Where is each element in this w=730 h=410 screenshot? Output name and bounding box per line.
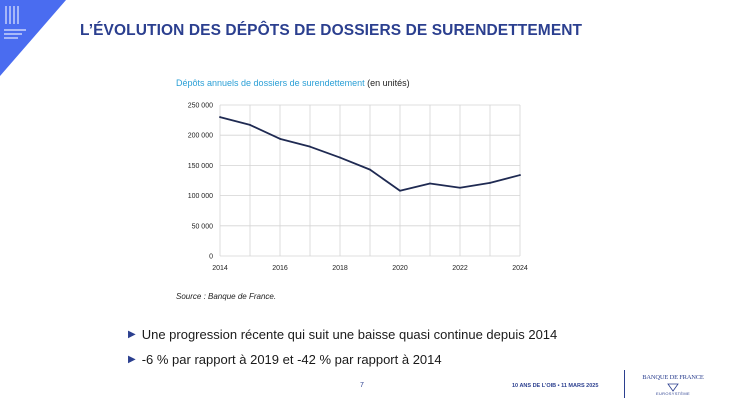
data-point xyxy=(519,174,521,176)
chart-source: Source : Banque de France. xyxy=(176,292,277,301)
data-point xyxy=(279,137,281,140)
data-point xyxy=(339,156,341,159)
bullet-item: ▶ -6 % par rapport à 2019 et -42 % par r… xyxy=(128,347,557,372)
page-title: L’ÉVOLUTION DES DÉPÔTS DE DOSSIERS DE SU… xyxy=(80,22,583,39)
chart-caption-main: Dépôts annuels de dossiers de surendette… xyxy=(176,78,365,88)
data-point xyxy=(369,168,371,171)
bank-logo: BANQUE DE FRANCE EUROSYSTÈME xyxy=(633,374,713,396)
bullet-item: ▶ Une progression récente qui suit une b… xyxy=(128,322,557,347)
y-tick-label: 50 000 xyxy=(192,223,214,230)
bullet-text: Une progression récente qui suit une bai… xyxy=(141,327,558,342)
y-tick-label: 150 000 xyxy=(188,163,213,170)
y-tick-label: 200 000 xyxy=(188,133,213,140)
data-point xyxy=(219,116,221,118)
bank-emblem-icon xyxy=(667,383,679,392)
x-tick-label: 2016 xyxy=(272,265,288,272)
data-point xyxy=(399,189,401,192)
line-chart: 0 50 000 100 000 150 000 200 000 250 000 2014 2… xyxy=(188,103,528,273)
chart-caption-unit: (en unités) xyxy=(367,78,410,88)
page-number: 7 xyxy=(360,382,364,389)
footer-divider xyxy=(624,370,625,398)
x-tick-label: 2024 xyxy=(512,265,528,272)
bank-tagline: EUROSYSTÈME xyxy=(656,391,690,396)
x-tick-label: 2018 xyxy=(332,265,348,272)
y-tick-label: 0 xyxy=(209,254,213,261)
x-tick-label: 2022 xyxy=(452,265,468,272)
data-point xyxy=(489,182,491,184)
bullet-text: -6 % par rapport à 2019 et -42 % par rap… xyxy=(141,352,442,367)
data-point xyxy=(249,124,251,126)
data-point xyxy=(429,182,431,185)
triangle-right-icon: ▶ xyxy=(128,354,136,365)
y-tick-label: 100 000 xyxy=(188,193,213,200)
bank-name: BANQUE DE FRANCE xyxy=(642,374,704,381)
data-point xyxy=(309,145,311,148)
chart-caption: Dépôts annuels de dossiers de surendette… xyxy=(176,78,410,88)
x-tick-label: 2020 xyxy=(392,265,408,272)
triangle-right-icon: ▶ xyxy=(128,329,136,340)
footer-event-label: 10 ANS DE L’OIB • 11 MARS 2025 xyxy=(512,383,599,389)
data-point xyxy=(459,186,461,189)
y-tick-label: 250 000 xyxy=(188,103,213,110)
bullet-list: ▶ Une progression récente qui suit une b… xyxy=(128,322,557,372)
corner-logo xyxy=(0,0,66,76)
x-tick-label: 2014 xyxy=(212,265,228,272)
